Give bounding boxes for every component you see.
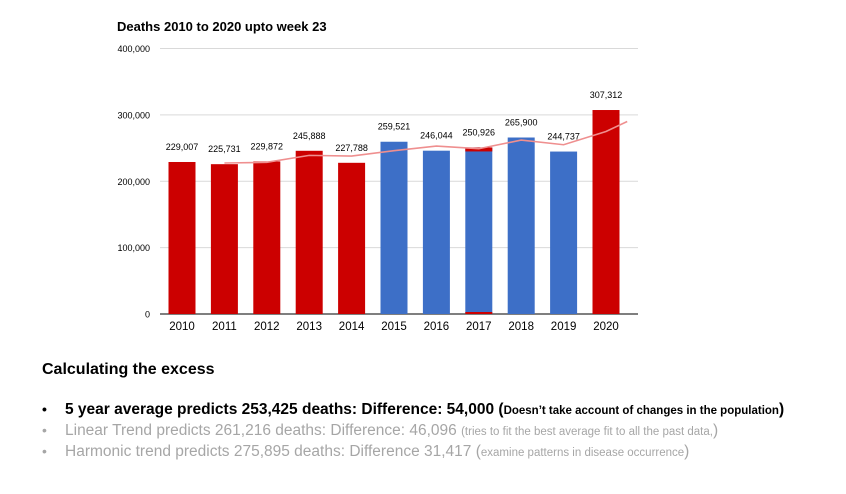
x-tick-label: 2013 <box>296 321 322 333</box>
y-tick-label: 400,000 <box>117 44 150 54</box>
x-tick-label: 2018 <box>508 321 534 333</box>
bar-chart: 0 100,000 200,000 300,000 400,000 229,007 225… <box>117 44 638 333</box>
bullet-paren-open: ( <box>498 401 504 418</box>
bar <box>380 141 408 314</box>
bar <box>253 161 281 314</box>
x-tick-label: 2011 <box>212 321 237 333</box>
bars <box>168 110 620 314</box>
data-label: 225,731 <box>208 144 241 154</box>
bullet-dot: • <box>42 422 47 438</box>
data-label: 246,044 <box>420 131 453 141</box>
bullet-note: (tries to fit the best average fit to al… <box>461 426 713 438</box>
overlay-bar-bottom <box>465 312 493 314</box>
bar <box>210 164 238 314</box>
x-tick-label: 2012 <box>254 321 280 333</box>
bar <box>465 147 493 314</box>
bar <box>422 150 450 314</box>
data-label: 259,521 <box>378 122 411 132</box>
x-tick-label: 2019 <box>551 321 577 333</box>
section-heading: Calculating the excess <box>42 361 215 378</box>
bullet-note: examine patterns in disease occurrence <box>480 447 685 459</box>
data-label: 250,926 <box>463 127 496 137</box>
y-tick-label: 0 <box>145 310 150 320</box>
bar <box>507 137 535 314</box>
data-label: 265,900 <box>505 118 538 128</box>
y-axis-ticks: 0 100,000 200,000 300,000 400,000 <box>117 44 150 320</box>
bar <box>550 151 578 314</box>
data-label: 229,872 <box>251 141 284 151</box>
x-tick-label: 2016 <box>424 321 450 333</box>
y-tick-label: 200,000 <box>117 177 150 187</box>
bullet-linear-trend: • Linear Trend predicts 261,216 deaths: … <box>42 420 784 441</box>
bullet-dot: • <box>42 401 47 417</box>
bar <box>338 162 366 314</box>
bullet-paren-close: ) <box>778 401 785 418</box>
data-labels: 229,007 225,731 229,872 245,888 227,788 259,5… <box>166 90 623 154</box>
trend-line <box>224 120 628 164</box>
bar <box>592 110 620 314</box>
bullet-paren-close: ) <box>712 422 719 439</box>
data-label: 307,312 <box>590 90 623 100</box>
x-tick-label: 2017 <box>466 321 492 333</box>
x-tick-label: 2015 <box>381 321 407 333</box>
bullet-harmonic-trend: • Harmonic trend predicts 275,895 deaths… <box>42 441 784 462</box>
data-label: 229,007 <box>166 142 199 152</box>
bullet-5yr-average: • 5 year average predicts 253,425 deaths… <box>42 399 784 420</box>
bullet-dot: • <box>42 443 47 459</box>
y-tick-label: 300,000 <box>117 110 150 120</box>
x-tick-label: 2020 <box>593 321 619 333</box>
bullet-note: Doesn’t take account of changes in the p… <box>503 405 779 417</box>
data-label: 245,888 <box>293 131 326 141</box>
bar <box>295 150 323 314</box>
x-tick-label: 2010 <box>169 321 195 333</box>
data-label: 244,737 <box>547 132 580 142</box>
bullet-list: • 5 year average predicts 253,425 deaths… <box>42 399 784 462</box>
chart-title: Deaths 2010 to 2020 upto week 23 <box>117 19 327 34</box>
y-tick-label: 100,000 <box>117 243 150 253</box>
bullet-main-text: Linear Trend predicts 261,216 deaths: Di… <box>65 422 462 439</box>
x-axis-ticks: 2010 2011 2012 2013 2014 2015 2016 2017 2018 2019… <box>169 321 619 333</box>
bullet-paren-close: ) <box>684 443 690 460</box>
bullet-main-text: 5 year average predicts 253,425 deaths: … <box>65 401 499 418</box>
data-label: 227,788 <box>335 143 368 153</box>
x-tick-label: 2014 <box>339 321 365 333</box>
bar <box>168 161 196 314</box>
bullet-main-text: Harmonic trend predicts 275,895 deaths: … <box>65 443 476 460</box>
bullet-paren-open: ( <box>475 443 481 460</box>
trend-line-layer <box>224 120 628 164</box>
